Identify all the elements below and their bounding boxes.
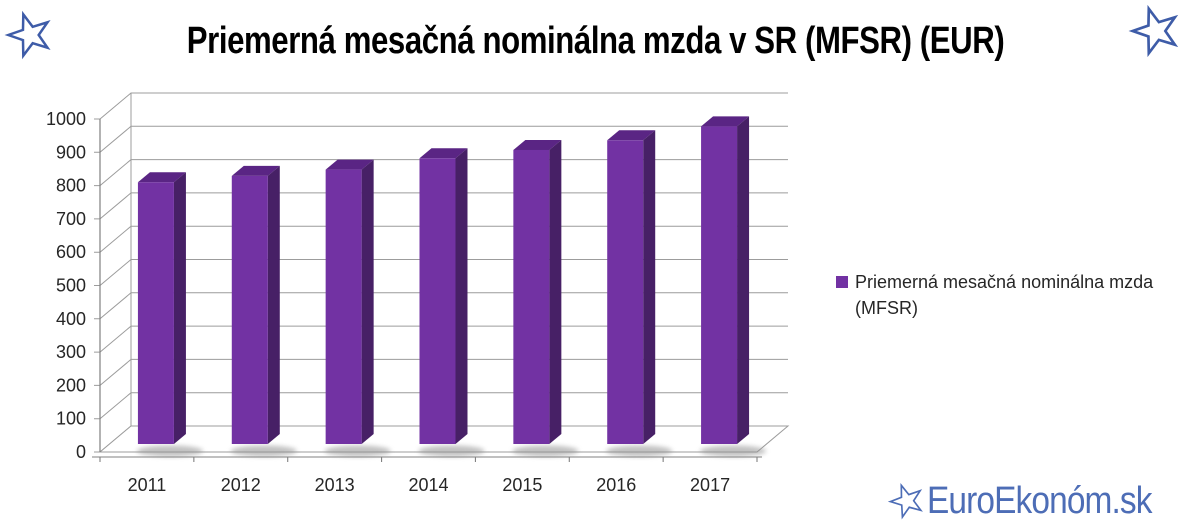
bar-2012: [231, 165, 280, 444]
bar-2011: [137, 172, 186, 444]
star-outline: [1128, 4, 1179, 58]
legend-label-line2: (MFSR): [855, 297, 918, 318]
bar-top-face: [231, 165, 280, 176]
star-outline: [887, 482, 923, 520]
x-axis-label: 2012: [221, 475, 261, 495]
bar-shadow: [136, 445, 203, 457]
bar-front-face: [513, 149, 550, 444]
bar-top-face: [701, 116, 750, 127]
chart-title: Priemerná mesačná nominálna mzda v SR (M…: [0, 20, 1192, 63]
chart-title-text: Priemerná mesačná nominálna mzda v SR (M…: [187, 20, 1005, 62]
watermark-text[interactable]: EuroEkonóm.sk: [926, 479, 1152, 522]
bar-top-face: [325, 159, 374, 170]
bar-side-face: [737, 116, 750, 445]
bar-front-face: [419, 158, 456, 444]
x-axis-label: 2017: [690, 475, 730, 495]
star-outline: [4, 10, 51, 60]
x-axis: [92, 456, 762, 462]
y-axis-label: 400: [56, 309, 86, 329]
bar-front-face: [231, 175, 268, 444]
bar-top-face: [513, 139, 562, 150]
bar-side-face: [267, 165, 280, 444]
bar-side-face: [361, 159, 374, 444]
bar-shadow: [324, 445, 391, 457]
y-axis-label: 700: [56, 209, 86, 229]
x-axis-label: 2013: [315, 475, 355, 495]
y-axis-label: 600: [56, 242, 86, 262]
bar-side-face: [549, 139, 562, 444]
bar-shadow: [606, 445, 673, 457]
bar-2013: [325, 159, 374, 444]
bar-2014: [419, 148, 468, 444]
y-axis-label: 800: [56, 176, 86, 196]
bar-front-face: [607, 140, 644, 444]
bar-top-face: [419, 148, 468, 159]
y-axis-label: 900: [56, 142, 86, 162]
x-axis-label: 2015: [502, 475, 542, 495]
bar-top-face: [607, 130, 656, 141]
legend-label: Priemerná mesačná nominálna mzda (MFSR): [855, 270, 1153, 322]
y-axis-label: 0: [76, 442, 86, 462]
y-axis-label: 300: [56, 342, 86, 362]
bar-shadow: [512, 445, 579, 457]
x-axis-label: 2014: [408, 475, 448, 495]
bar-2015: [513, 139, 562, 444]
y-axis-label: 100: [56, 409, 86, 429]
legend-label-line1: Priemerná mesačná nominálna mzda: [855, 272, 1154, 292]
bar-2017: [701, 116, 750, 445]
y-axis-label: 1000: [46, 109, 86, 129]
bar-shadow: [230, 445, 297, 457]
watermark-link[interactable]: EuroEkonóm.sk: [887, 479, 1182, 523]
star-icon-top-left: [4, 10, 51, 60]
y-axis-label: 500: [56, 276, 86, 296]
bar-shadow: [418, 445, 485, 457]
bar-front-face: [137, 182, 174, 444]
star-icon-top-right: [1128, 4, 1179, 58]
bar-side-face: [173, 172, 186, 444]
bar-side-face: [643, 130, 656, 444]
chart-legend: Priemerná mesačná nominálna mzda (MFSR): [836, 270, 1181, 322]
x-axis-label: 2011: [128, 475, 167, 495]
bar-front-face: [325, 169, 362, 444]
x-axis-labels: 2011 2012 2013 2014 2015 2016 2017: [128, 475, 731, 495]
bar-2016: [607, 130, 656, 444]
bar-side-face: [455, 148, 468, 444]
star-icon-watermark: [887, 482, 923, 520]
bar-shadow: [700, 445, 767, 457]
bar-front-face: [701, 126, 738, 445]
legend-swatch-icon: [836, 276, 848, 288]
y-axis-label: 200: [56, 375, 86, 395]
y-axis-labels: 0 100 200 300 400 500 600 700 800 900 1000: [46, 109, 86, 462]
x-axis-label: 2016: [596, 475, 636, 495]
bar-top-face: [137, 172, 186, 183]
